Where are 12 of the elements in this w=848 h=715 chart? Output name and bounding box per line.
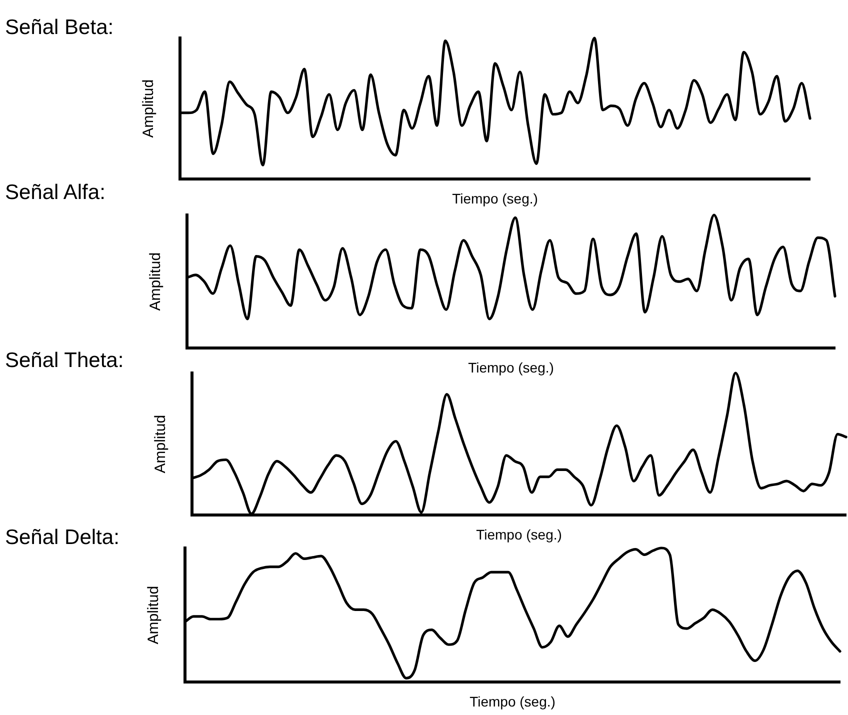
x-axis-title: Tiempo (seg.)	[470, 693, 556, 710]
x-axis-title: Tiempo (seg.)	[476, 526, 562, 542]
chart-title: Señal Theta:	[5, 349, 124, 373]
x-axis-title: Tiempo (seg.)	[468, 359, 554, 376]
y-axis-title: Amplitud	[145, 586, 162, 644]
chart-title: Señal Beta:	[5, 16, 114, 40]
y-axis-title: Amplitud	[152, 414, 170, 474]
chart-title: Señal Alfa:	[5, 181, 106, 205]
chart-title: Señal Delta:	[5, 526, 120, 550]
x-axis-title: Tiempo (seg.)	[452, 190, 538, 206]
y-axis-title: Amplitud	[147, 252, 164, 311]
y-axis-title: Amplitud	[140, 79, 158, 138]
